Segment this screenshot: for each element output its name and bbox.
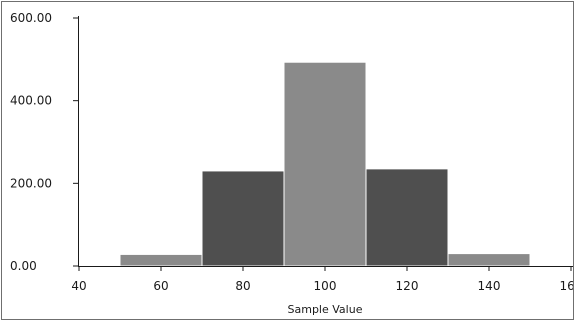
x-tick-label: 100: [314, 279, 337, 293]
x-ticks-group: 40 60 80 100 120 140 160: [71, 266, 573, 293]
histogram-bar: [365, 168, 449, 267]
x-tick-label: 60: [153, 279, 168, 293]
histogram-bar: [283, 61, 367, 267]
y-tick-label: 200.00: [10, 176, 52, 190]
x-tick-label: 120: [396, 279, 419, 293]
histogram-bar: [119, 253, 203, 267]
x-tick-label: 80: [235, 279, 250, 293]
x-tick-label: 40: [71, 279, 86, 293]
y-tick-label: 400.00: [10, 94, 52, 108]
y-tick-label: 600.00: [10, 11, 52, 25]
histogram-chart: 40 60 80 100 120 140 160 0.00 200.00 400.00 600.0…: [10, 11, 573, 316]
x-tick-label: 160: [560, 279, 573, 293]
x-axis-title: Sample Value: [288, 303, 363, 316]
x-tick-label: 140: [478, 279, 501, 293]
histogram-bar: [447, 253, 531, 267]
y-ticks-group: 0.00 200.00 400.00 600.00: [10, 11, 79, 273]
y-tick-label: 0.00: [10, 259, 37, 273]
histogram-bar: [201, 170, 285, 267]
bars-group: [119, 61, 531, 267]
